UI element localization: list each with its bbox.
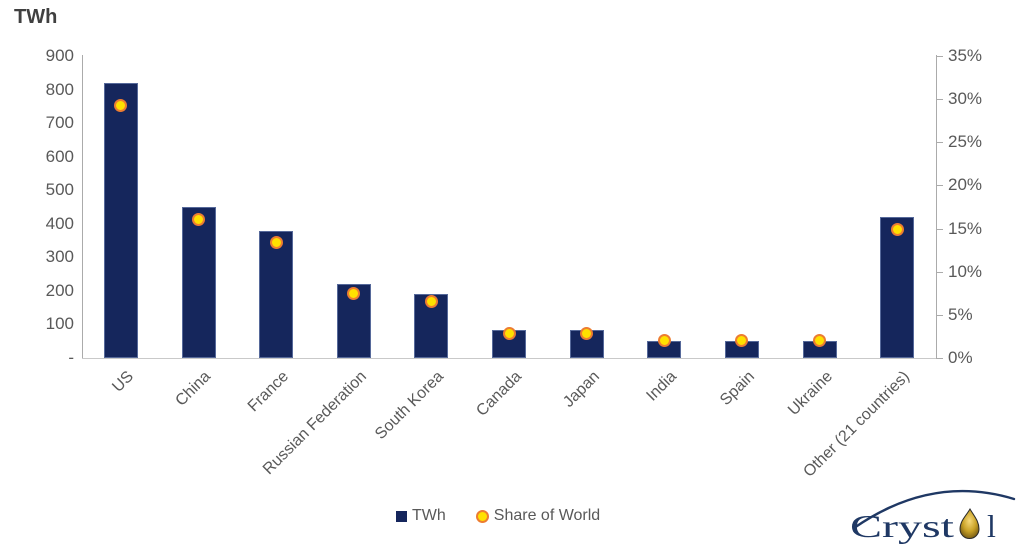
share-dot-us xyxy=(114,98,128,112)
left-axis-tick-label: 300 xyxy=(45,247,74,267)
legend: TWh Share of World xyxy=(396,503,600,529)
x-axis-label-spain: Spain xyxy=(716,368,758,409)
legend-dot-label: Share of World xyxy=(493,507,601,524)
legend-bar-swatch xyxy=(396,510,407,522)
share-dot-japan xyxy=(580,326,594,340)
oil-droplet-icon xyxy=(959,507,980,539)
left-axis-title: TWh xyxy=(14,6,58,28)
legend-item-share: Share of World xyxy=(475,507,601,525)
logo-swoosh-icon xyxy=(852,489,1016,530)
left-axis-tick-label: 900 xyxy=(45,46,74,65)
left-axis-tick-label: 400 xyxy=(45,213,74,233)
right-axis-tick-label: 25% xyxy=(948,132,983,152)
right-axis-tickmark xyxy=(936,315,943,316)
right-axis-line xyxy=(936,55,937,358)
bar-china xyxy=(181,207,216,358)
share-dot-india xyxy=(657,334,671,348)
x-axis-label-canada: Canada xyxy=(473,368,526,420)
right-axis-tickmark xyxy=(936,229,943,230)
left-axis-tick-label: 200 xyxy=(45,280,74,300)
right-axis-tick-label: 0% xyxy=(948,348,973,367)
right-axis-tick-label: 5% xyxy=(948,304,973,324)
crystol-logo-graphic: Cryst l xyxy=(850,489,1016,544)
share-dot-south-korea xyxy=(424,295,438,309)
logo-text-post: l xyxy=(987,508,996,544)
right-axis-tickmark xyxy=(936,185,943,186)
x-axis-label-us: US xyxy=(109,368,137,396)
legend-bar-label: TWh xyxy=(412,507,446,524)
share-dot-canada xyxy=(502,326,516,340)
right-axis-tick-label: 20% xyxy=(948,175,983,195)
x-axis-label-ukraine: Ukraine xyxy=(784,368,836,420)
bar-us xyxy=(103,82,138,358)
legend-dot-swatch xyxy=(475,509,489,523)
right-axis-tickmark xyxy=(936,272,943,273)
right-axis-tick-label: 15% xyxy=(948,218,983,238)
legend-item-twh: TWh xyxy=(396,507,446,525)
share-dot-russian-federation xyxy=(347,286,361,300)
share-dot-china xyxy=(192,213,205,227)
bar-france xyxy=(259,230,294,358)
x-axis-label-south-korea: South Korea xyxy=(372,368,448,443)
left-axis-tick-label: 100 xyxy=(45,314,74,334)
x-axis-line xyxy=(82,358,936,359)
left-axis-tick-label: 500 xyxy=(45,180,74,200)
share-dot-spain xyxy=(735,334,749,348)
left-axis-tick-label: - xyxy=(68,348,74,367)
right-axis-tickmark xyxy=(936,358,943,359)
crystol-logo: Cryst l xyxy=(848,484,1018,546)
right-axis-tick-label: 35% xyxy=(948,46,983,65)
right-axis-tickmark xyxy=(936,56,943,57)
x-axis-label-japan: Japan xyxy=(559,368,603,411)
right-axis-tickmark xyxy=(936,142,943,143)
logo-text-pre: Cryst xyxy=(850,508,954,544)
x-axis-label-india: India xyxy=(643,368,681,405)
left-axis-tick-label: 600 xyxy=(45,146,74,166)
share-dot-france xyxy=(269,235,283,249)
share-dot-ukraine xyxy=(813,334,826,348)
left-axis-line xyxy=(82,55,83,358)
bar-other-21-countries- xyxy=(880,217,915,358)
x-axis-label-china: China xyxy=(172,368,215,410)
right-axis-tick-label: 10% xyxy=(948,261,983,281)
right-axis-tick-label: 30% xyxy=(948,89,983,109)
share-dot-other-21-countries- xyxy=(890,222,904,236)
left-axis-tick-label: 700 xyxy=(45,113,74,133)
x-axis-label-france: France xyxy=(244,368,293,416)
right-axis-tickmark xyxy=(936,99,943,100)
left-axis-tick-label: 800 xyxy=(45,79,74,99)
